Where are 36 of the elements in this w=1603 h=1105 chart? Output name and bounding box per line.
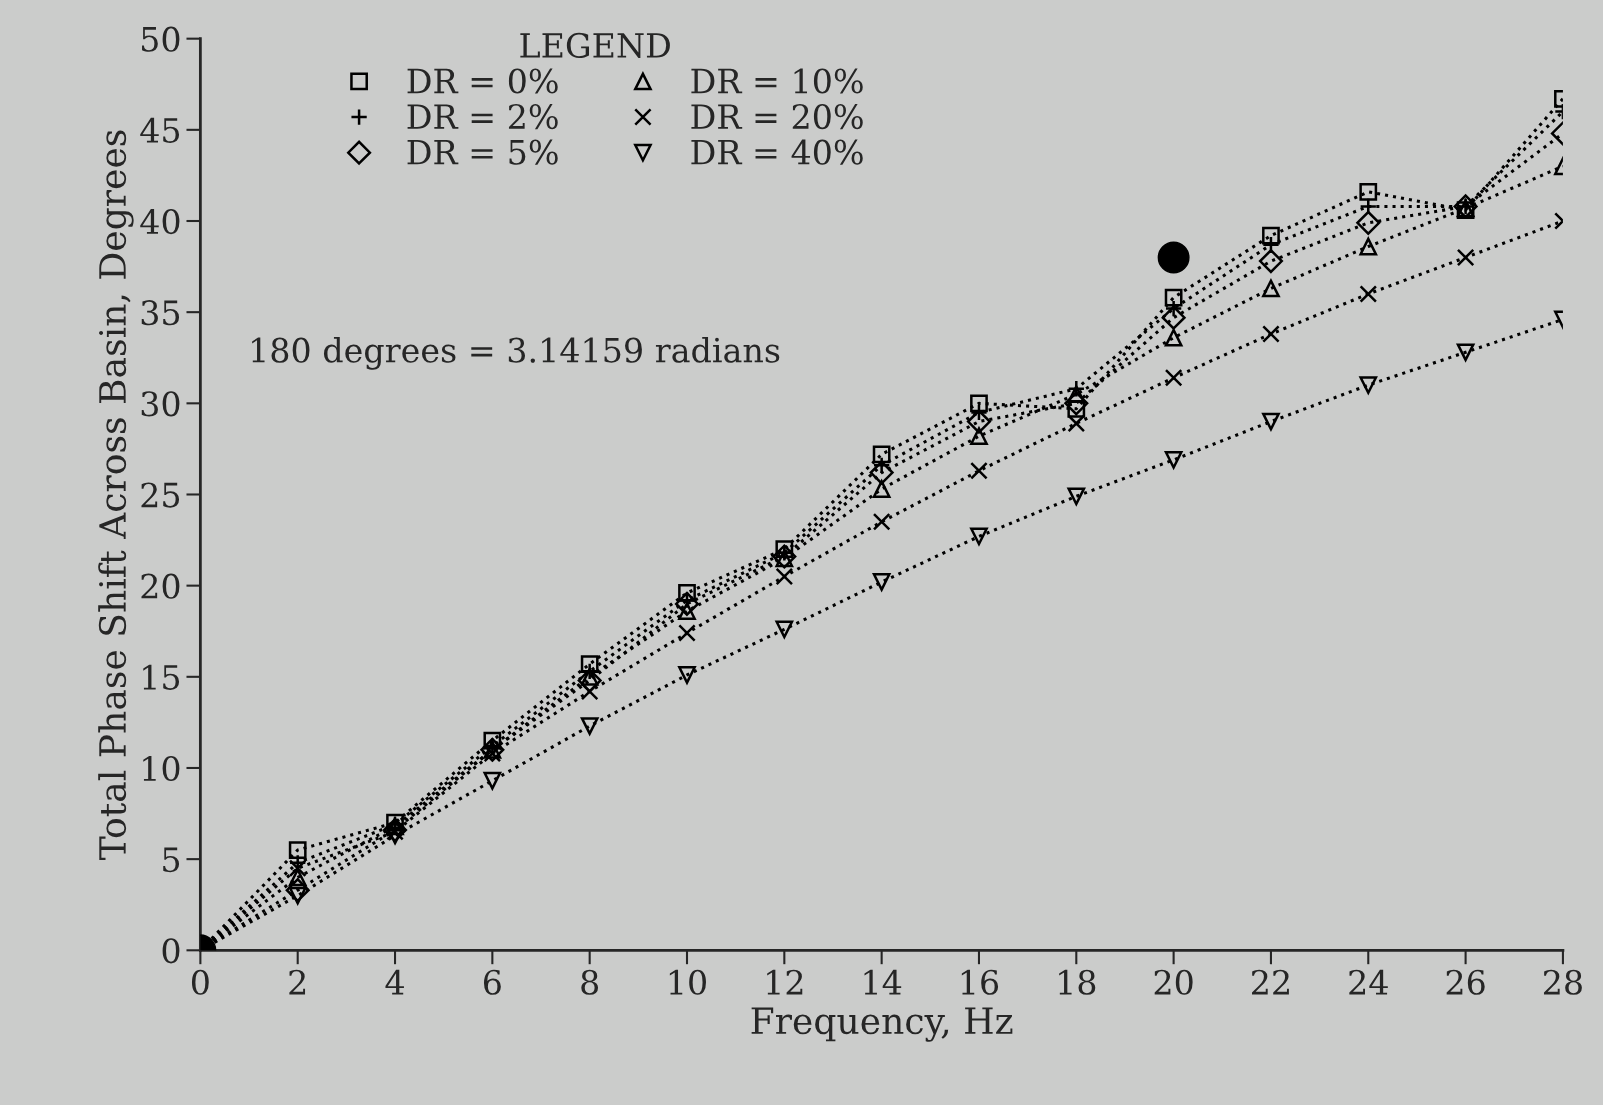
legend-label: DR = 0% <box>407 68 558 94</box>
legend-label: DR = 2% <box>407 103 558 130</box>
x-tick-label: 2 <box>289 969 306 995</box>
y-tick-label: 20 <box>141 573 180 599</box>
x-tick-label: 18 <box>1059 969 1096 995</box>
x-tick-label: 6 <box>483 969 501 995</box>
y-tick-label: 45 <box>140 117 180 143</box>
x-tick-label: 12 <box>767 969 803 995</box>
legend-label: DR = 5% <box>407 139 558 165</box>
legend-title: LEGEND <box>520 32 670 59</box>
x-tick-label: 14 <box>864 969 902 995</box>
x-tick-label: 20 <box>1154 969 1193 995</box>
y-tick-label: 40 <box>140 208 180 235</box>
x-axis-title: Frequency, Hz <box>751 1007 1013 1042</box>
legend-label: DR = 20% <box>691 103 863 130</box>
x-tick-label: 24 <box>1349 969 1388 995</box>
y-tick-label: 10 <box>143 755 180 782</box>
x-tick-label: 0 <box>191 969 209 995</box>
x-tick-label: 16 <box>961 969 999 995</box>
x-tick-label: 8 <box>581 969 599 995</box>
y-tick-label: 5 <box>163 847 180 873</box>
y-tick-label: 50 <box>142 26 180 52</box>
y-tick-label: 35 <box>141 300 180 326</box>
x-tick-label: 26 <box>1446 969 1485 995</box>
annotation: 180 degrees = 3.14159 radians <box>252 336 780 370</box>
x-tick-label: 4 <box>385 969 404 995</box>
y-axis-title: Total Phase Shift Across Basin, Degrees <box>98 130 134 860</box>
x-tick-label: 28 <box>1543 969 1582 995</box>
y-tick-label: 0 <box>162 938 180 964</box>
y-tick-label: 15 <box>143 664 180 690</box>
x-tick-label: 10 <box>669 969 706 995</box>
x-tick-label: 22 <box>1252 969 1289 995</box>
y-tick-label: 30 <box>141 391 180 417</box>
legend-label: DR = 40% <box>691 139 863 165</box>
y-tick-label: 25 <box>141 482 180 508</box>
legend-label: DR = 10% <box>691 68 863 94</box>
